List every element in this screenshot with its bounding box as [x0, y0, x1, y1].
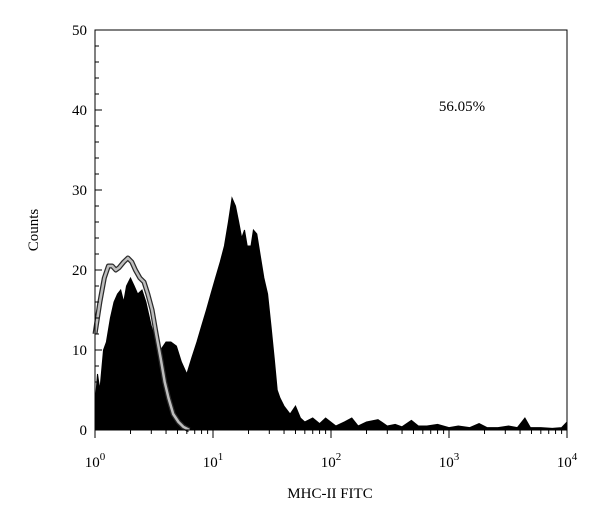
- x-axis-label: MHC-II FITC: [287, 486, 372, 502]
- percent-annotation: 56.05%: [439, 99, 485, 115]
- y-tick-label: 0: [80, 423, 88, 439]
- x-tick-label: 104: [557, 451, 578, 471]
- x-tick-label: 100: [85, 451, 106, 471]
- histogram-filled-series: [94, 196, 568, 431]
- x-tick-label: 103: [439, 451, 460, 471]
- axis-layer: 0 10 20 30 40 50 100 101 102 103 104: [72, 23, 578, 471]
- x-tick-label: 102: [321, 451, 342, 471]
- x-tick-label: 101: [203, 451, 224, 471]
- series-layer: [92, 196, 568, 433]
- y-tick-label: 10: [72, 343, 87, 359]
- y-tick-label: 20: [72, 263, 87, 279]
- y-axis-label: Counts: [26, 209, 42, 252]
- y-tick-label: 30: [72, 183, 87, 199]
- histogram-outline-series: [93, 256, 190, 432]
- y-tick-label: 50: [72, 23, 87, 39]
- y-tick-label: 40: [72, 103, 87, 119]
